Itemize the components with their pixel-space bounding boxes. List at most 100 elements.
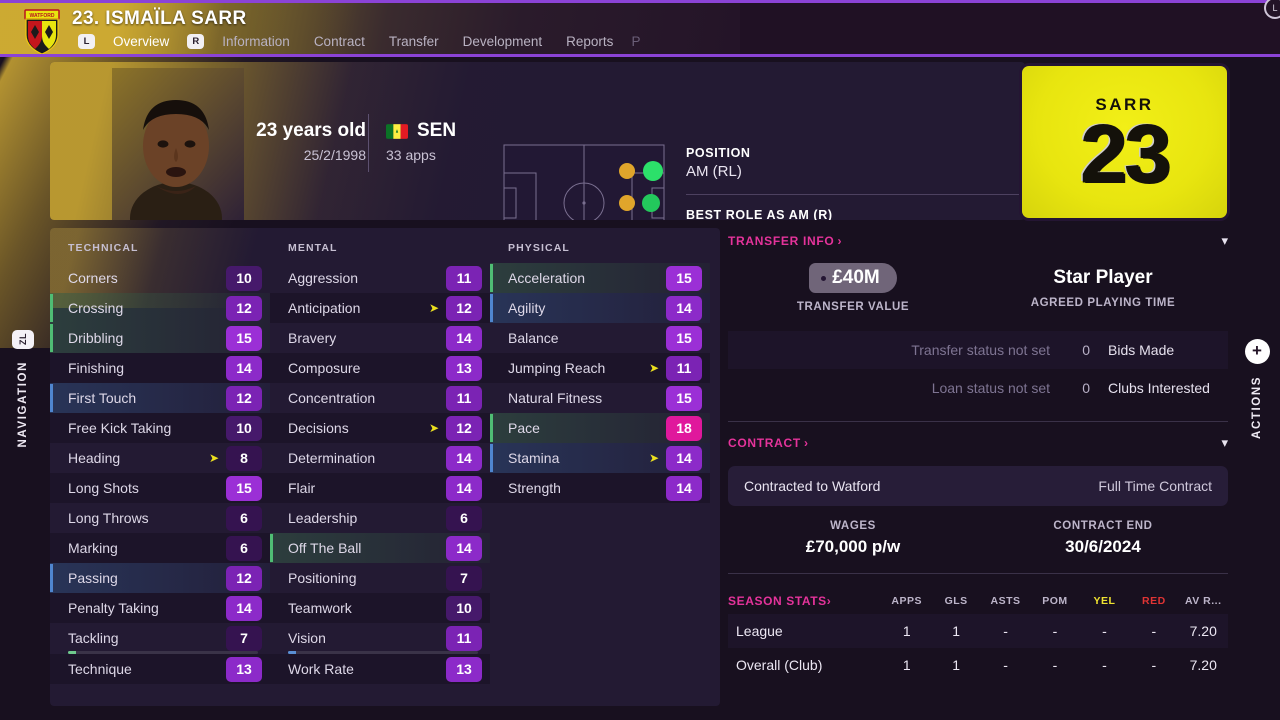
attribute-name: Long Throws [68,510,149,526]
attribute-value-badge: 14 [226,355,262,381]
season-stats-column-header: APPS [891,595,922,607]
tab-reports[interactable]: Reports [566,34,614,49]
attribute-name: Marking [68,540,118,556]
attribute-name: Heading [68,450,121,466]
attribute-name: Decisions [288,420,349,436]
season-stats-cell: - [1003,623,1008,639]
chevron-down-icon[interactable]: ▾ [1221,233,1228,248]
attribute-row[interactable]: Long Throws 6 [50,503,270,533]
attribute-row[interactable]: Strength 14 [490,473,710,503]
attribute-row[interactable]: Penalty Taking 14 [50,593,270,623]
attribute-row[interactable]: Technique 13 [50,654,270,684]
r-shoulder-key[interactable]: R [187,34,205,49]
season-stats-title[interactable]: SEASON STATS› [728,594,832,608]
attribute-row[interactable]: Free Kick Taking 10 [50,413,270,443]
attribute-row[interactable]: Natural Fitness 15 [490,383,710,413]
attribute-row[interactable]: Finishing 14 [50,353,270,383]
attribute-value-badge: 12 [226,385,262,411]
attribute-row[interactable]: Anticipation ➤ 12 [270,293,490,323]
attribute-row[interactable]: Positioning 7 [270,563,490,593]
attribute-row[interactable]: Crossing 12 [50,293,270,323]
attribute-row[interactable]: Tackling 7 [50,623,270,653]
tab-development[interactable]: Development [462,34,543,49]
key-attribute-marker [50,294,53,322]
attribute-name: Flair [288,480,316,496]
attribute-value-badge: 11 [446,265,482,291]
tab-contract[interactable]: Contract [313,34,365,49]
transfer-status-row[interactable]: Loan status not set 0 Clubs Interested [728,369,1228,407]
attribute-value-badge: 14 [666,475,702,501]
attribute-value-badge: 13 [446,656,482,682]
attribute-row[interactable]: Dribbling 15 [50,323,270,353]
attribute-progress-bar [288,651,478,654]
season-stats-row[interactable]: League 1 1 - - - - 7.20 [728,614,1228,648]
physical-column: PHYSICAL Acceleration 15 Agility 14 Balance 1… [490,228,710,706]
season-stats-row[interactable]: Overall (Club) 1 1 - - - - 7.20 [728,648,1228,682]
transfer-status-row[interactable]: Transfer status not set 0 Bids Made [728,331,1228,369]
attribute-row[interactable]: First Touch 12 [50,383,270,413]
attribute-row[interactable]: Agility 14 [490,293,710,323]
attribute-value-badge: 10 [446,595,482,621]
page-title: 23. ISMAÏLA SARR [72,8,247,29]
attribute-row[interactable]: Decisions ➤ 12 [270,413,490,443]
attribute-row[interactable]: Aggression 11 [270,263,490,293]
plus-icon[interactable]: + [1244,338,1270,364]
shirt-name: SARR [1095,94,1154,114]
attribute-row[interactable]: Jumping Reach ➤ 11 [490,353,710,383]
attribute-row[interactable]: Determination 14 [270,443,490,473]
attribute-progress-bar [68,651,258,654]
attribute-name: First Touch [68,390,137,406]
attribute-row[interactable]: Stamina ➤ 14 [490,443,710,473]
wages-row: WAGES £70,000 p/w CONTRACT END 30/6/2024 [728,520,1228,557]
attribute-row[interactable]: Long Shots 15 [50,473,270,503]
attribute-value-badge: 6 [446,505,482,531]
actions-rail[interactable]: + ACTIONS [1234,57,1280,720]
zl-shoulder-key[interactable]: ZL [12,329,34,349]
technical-column: TECHNICAL Corners 10 Crossing 12 Dribbling 15… [50,228,270,706]
attributes-panel: TECHNICAL Corners 10 Crossing 12 Dribbling 15… [50,228,720,706]
season-stats-column-header: GLS [944,595,968,607]
navigation-rail[interactable]: ZL NAVIGATION [0,57,46,720]
attribute-row[interactable]: Leadership 6 [270,503,490,533]
attribute-row[interactable]: Heading ➤ 8 [50,443,270,473]
transfer-status-count: 0 [1082,380,1090,396]
tab-overview[interactable]: Overview [113,34,170,49]
season-stats-cell: 1 [952,623,961,639]
attribute-row[interactable]: Corners 10 [50,263,270,293]
attribute-row[interactable]: Concentration 11 [270,383,490,413]
chevron-down-icon[interactable]: ▾ [1221,435,1228,450]
contract-section-header[interactable]: CONTRACT › ▾ [728,430,1228,456]
right-info-panel: TRANSFER INFO › ▾ £40M TRANSFER VALUE Sta… [728,228,1228,682]
attribute-row[interactable]: Passing 12 [50,563,270,593]
attribute-name: Technique [68,661,132,677]
tab-transfer[interactable]: Transfer [388,34,439,49]
attribute-row[interactable]: Flair 14 [270,473,490,503]
tab-information[interactable]: Information [222,34,290,49]
attribute-value-badge: 6 [226,505,262,531]
attribute-row[interactable]: Work Rate 13 [270,654,490,684]
attribute-value-badge: 12 [446,415,482,441]
attribute-row[interactable]: Pace 18 [490,413,710,443]
tab-partial-hidden[interactable]: P [631,34,641,49]
playing-time-cell: Star Player AGREED PLAYING TIME [978,263,1228,313]
attribute-value-badge: 15 [666,385,702,411]
attribute-row[interactable]: Vision 11 [270,623,490,653]
attribute-row[interactable]: Teamwork 10 [270,593,490,623]
transfer-info-section-header[interactable]: TRANSFER INFO › ▾ [728,228,1228,254]
season-stats-table: SEASON STATS› APPS GLS ASTS POM YEL RED AV R..… [728,588,1228,682]
season-stats-cell: - [1102,623,1107,639]
season-stats-cell: 1 [902,623,911,639]
attribute-row[interactable]: Acceleration 15 [490,263,710,293]
l-shoulder-key[interactable]: L [78,34,95,49]
attribute-row[interactable]: Off The Ball 14 [270,533,490,563]
position-info-block: POSITION AM (RL) BEST ROLE AS AM (R) ★ ★… [686,146,1025,220]
attribute-value-badge: 14 [446,445,482,471]
attribute-change-arrow-icon: ➤ [208,451,219,465]
attribute-row[interactable]: Marking 6 [50,533,270,563]
attribute-row[interactable]: Bravery 14 [270,323,490,353]
attribute-value-badge: 14 [446,325,482,351]
attribute-row[interactable]: Composure 13 [270,353,490,383]
attribute-row[interactable]: Balance 15 [490,323,710,353]
attribute-name: Anticipation [288,300,361,316]
attribute-value-badge: 14 [666,295,702,321]
